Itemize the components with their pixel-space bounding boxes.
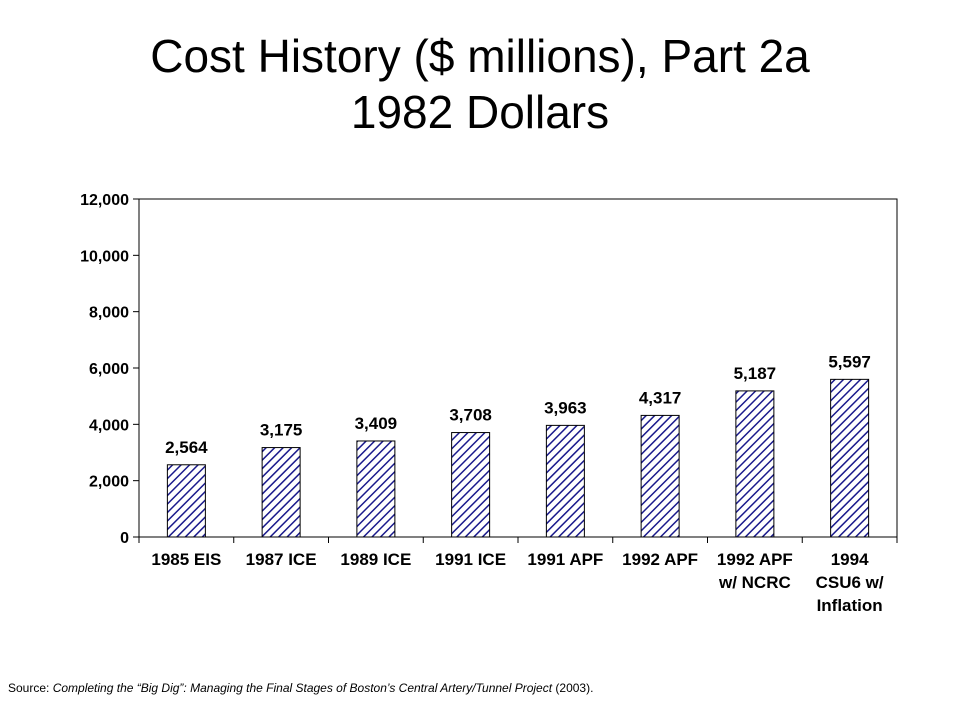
- data-label: 4,317: [639, 388, 682, 407]
- title-line-1: Cost History ($ millions), Part 2a: [150, 30, 810, 82]
- bar: [545, 424, 585, 538]
- bar: [735, 390, 775, 538]
- bar: [640, 414, 680, 538]
- title-line-2: 1982 Dollars: [350, 86, 610, 138]
- y-tick-label: 6,000: [89, 361, 129, 378]
- plot-area: [138, 198, 898, 538]
- chart-title: Cost History ($ millions), Part 2a 1982 …: [0, 28, 960, 140]
- bar: [356, 440, 396, 538]
- data-label: 3,409: [355, 414, 398, 433]
- x-tick-label: 1992 APF: [717, 550, 793, 569]
- data-label: 2,564: [165, 438, 208, 457]
- data-label: 3,175: [260, 421, 303, 440]
- y-tick-label: 4,000: [89, 417, 129, 434]
- bars: [166, 378, 870, 538]
- bar: [166, 464, 206, 538]
- data-label: 3,963: [544, 398, 587, 417]
- x-tick-labels: 1985 EIS 1987 ICE 1989 ICE 1991 ICE 1991 APF…: [151, 550, 884, 615]
- y-tick-label: 0: [120, 530, 129, 547]
- x-tick-label: Inflation: [817, 596, 883, 615]
- y-tick-label: 12,000: [80, 192, 129, 209]
- data-label: 5,597: [828, 352, 871, 371]
- x-tick-label: 1994: [831, 550, 869, 569]
- data-label: 5,187: [734, 364, 777, 383]
- x-tick-label: 1989 ICE: [340, 550, 411, 569]
- x-axis: [138, 537, 898, 543]
- bar: [451, 432, 491, 538]
- bar: [830, 378, 870, 538]
- source-prefix: Source:: [8, 681, 53, 695]
- x-tick-label: 1991 ICE: [435, 550, 506, 569]
- x-tick-label: 1985 EIS: [151, 550, 221, 569]
- x-tick-label: 1991 APF: [527, 550, 603, 569]
- x-tick-label: 1987 ICE: [246, 550, 317, 569]
- y-tick-label: 2,000: [89, 474, 129, 491]
- y-axis: 0 2,000 4,000 6,000 8,000 10,000 12,000: [80, 192, 139, 547]
- value-labels: 2,564 3,175 3,409 3,708 3,963 4,317 5,187 5,597: [165, 352, 871, 456]
- y-tick-label: 10,000: [80, 248, 129, 265]
- data-label: 3,708: [449, 406, 492, 425]
- x-tick-label: 1992 APF: [622, 550, 698, 569]
- y-tick-label: 8,000: [89, 305, 129, 322]
- bar: [261, 447, 301, 538]
- x-tick-label: CSU6 w/: [816, 573, 884, 592]
- x-tick-label: w/ NCRC: [718, 573, 791, 592]
- source-work: Completing the “Big Dig”: Managing the F…: [52, 681, 553, 695]
- source-note: Source: Completing the “Big Dig”: Managi…: [8, 681, 593, 695]
- source-suffix: (2003).: [552, 681, 594, 695]
